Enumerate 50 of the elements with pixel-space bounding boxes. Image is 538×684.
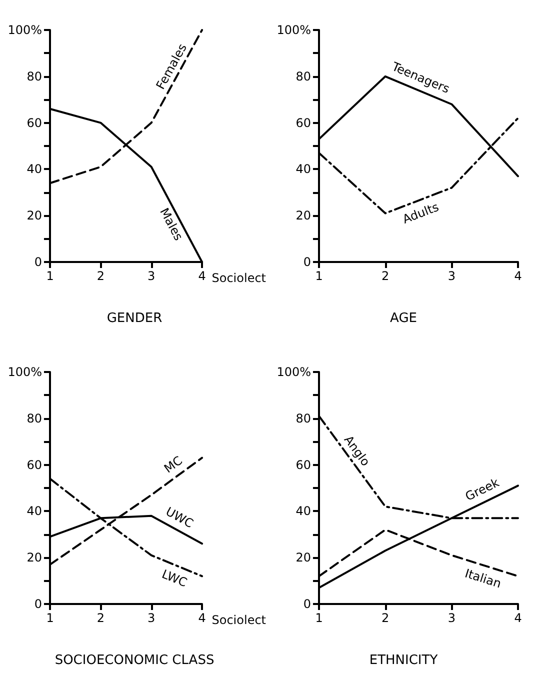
y-tick-label: 100% [276, 23, 311, 37]
y-tick-label: 100% [8, 23, 42, 37]
text: GENDER [106, 311, 162, 326]
y-tick-label: 60 [26, 116, 42, 130]
x-tick-label: 4 [514, 611, 522, 625]
y-tick-label: 100% [8, 365, 42, 379]
y-tick-label: 80 [296, 69, 311, 84]
y-tick-label: 40 [296, 504, 311, 518]
y-tick-label: 20 [26, 208, 42, 223]
x-tick-label: 1 [315, 269, 323, 283]
text: AGE [390, 311, 417, 326]
y-tick-label: 80 [26, 411, 42, 426]
text: MC [161, 453, 185, 476]
y-tick-label: 80 [26, 69, 42, 84]
y-tick-label: 60 [26, 458, 42, 472]
y-tick-label: 40 [26, 504, 42, 518]
x-tick-label: 1 [315, 611, 323, 625]
x-axis-title: Sociolect [212, 271, 266, 285]
x-axis-title: Sociolect [212, 613, 266, 627]
y-tick-label: 20 [296, 208, 311, 223]
x-tick-label: 4 [198, 269, 206, 283]
y-tick-label: 80 [296, 411, 311, 426]
y-tick-label: 40 [296, 162, 311, 176]
y-tick-label: 0 [34, 255, 42, 269]
x-tick-label: 4 [198, 611, 206, 625]
y-tick-label: 0 [303, 255, 311, 269]
y-tick-label: 60 [296, 458, 311, 472]
x-tick-label: 2 [96, 611, 104, 625]
y-tick-label: 0 [34, 597, 42, 611]
x-tick-label: 3 [448, 269, 456, 283]
y-tick-label: 100% [276, 365, 311, 379]
y-tick-label: 20 [296, 550, 311, 565]
x-tick-label: 1 [46, 269, 54, 283]
x-tick-label: 2 [382, 269, 390, 283]
x-tick-label: 2 [96, 269, 104, 283]
x-tick-label: 2 [382, 611, 390, 625]
y-tick-label: 60 [296, 116, 311, 130]
text: Adults [400, 200, 441, 226]
x-tick-label: 4 [514, 269, 522, 283]
x-tick-label: 3 [148, 611, 156, 625]
y-tick-label: 20 [26, 550, 42, 565]
x-tick-label: 3 [448, 611, 456, 625]
text: LWC [160, 566, 190, 590]
text: Italian [463, 566, 503, 591]
x-tick-label: 3 [148, 269, 156, 283]
y-tick-label: 0 [303, 597, 311, 611]
x-tick-label: 1 [46, 611, 54, 625]
y-tick-label: 40 [26, 162, 42, 176]
text: ETHNICITY [369, 653, 438, 668]
text: SOCIOECONOMIC CLASS [54, 653, 214, 668]
